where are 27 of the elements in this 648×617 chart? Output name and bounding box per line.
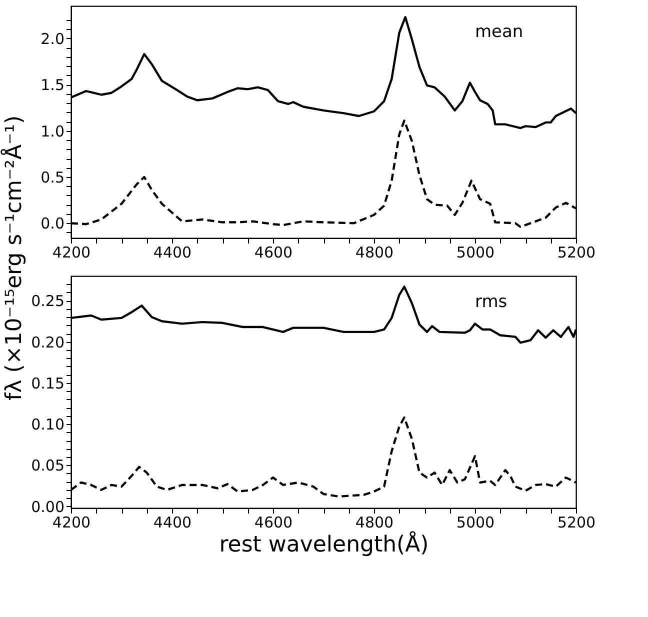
x-tick-label: 4400	[153, 514, 192, 532]
y-tick-label: 0.25	[31, 292, 64, 310]
y-tick-label: 0.5	[40, 168, 64, 186]
annotation: rms	[475, 292, 508, 312]
y-tick-label: 1.0	[40, 122, 64, 140]
y-tick-label: 0.0	[40, 214, 64, 233]
y-tick-label: 1.5	[40, 76, 64, 94]
y-axis-title: fλ (×10⁻¹⁵erg s⁻¹cm⁻²Å⁻¹)	[0, 115, 27, 401]
y-tick-label: 0.20	[31, 333, 64, 352]
x-tick-label: 4800	[355, 244, 394, 262]
x-tick-label: 4200	[52, 514, 91, 532]
x-tick-label: 4800	[355, 514, 394, 532]
y-tick-label: 0.05	[31, 456, 64, 475]
x-tick-label: 5200	[557, 244, 596, 262]
x-tick-label: 4400	[153, 244, 192, 262]
y-tick-label: 0.00	[31, 498, 64, 516]
annotation: mean	[475, 22, 524, 42]
x-tick-label: 5200	[557, 514, 596, 532]
x-tick-label: 4200	[52, 244, 91, 262]
x-tick-label: 5000	[456, 244, 495, 262]
x-tick-label: 5000	[456, 514, 495, 532]
x-tick-label: 4600	[254, 514, 293, 532]
x-axis-title: rest wavelength(Å)	[219, 530, 429, 558]
y-tick-label: 0.10	[31, 416, 64, 434]
y-tick-label: 2.0	[40, 30, 64, 48]
y-tick-label: 0.15	[31, 374, 64, 392]
x-tick-label: 4600	[254, 244, 293, 262]
